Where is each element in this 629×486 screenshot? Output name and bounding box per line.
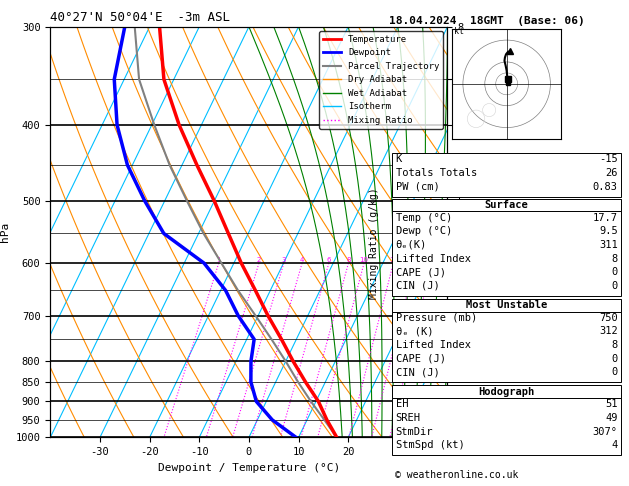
Text: CIN (J): CIN (J): [396, 367, 440, 377]
Text: CIN (J): CIN (J): [396, 281, 440, 291]
Text: K: K: [396, 155, 402, 164]
Text: 750: 750: [599, 313, 618, 323]
Text: 312: 312: [599, 327, 618, 336]
Text: 8: 8: [611, 340, 618, 350]
Text: -15: -15: [599, 155, 618, 164]
Text: CAPE (J): CAPE (J): [396, 354, 445, 364]
Text: 4: 4: [611, 440, 618, 450]
Text: 6: 6: [326, 257, 331, 263]
Text: 1LCL: 1LCL: [449, 397, 469, 406]
Text: 10: 10: [360, 257, 369, 263]
Text: SREH: SREH: [396, 413, 421, 423]
Y-axis label: hPa: hPa: [0, 222, 10, 242]
Text: 40°27'N 50°04'E  -3m ASL: 40°27'N 50°04'E -3m ASL: [50, 11, 230, 24]
Text: θₑ(K): θₑ(K): [396, 240, 427, 250]
Text: 20: 20: [410, 257, 420, 263]
Text: θₑ (K): θₑ (K): [396, 327, 433, 336]
Text: 8: 8: [346, 257, 351, 263]
Text: PW (cm): PW (cm): [396, 182, 440, 191]
Text: 15: 15: [389, 257, 398, 263]
Text: Lifted Index: Lifted Index: [396, 254, 470, 263]
Text: 2: 2: [257, 257, 261, 263]
Text: Temp (°C): Temp (°C): [396, 213, 452, 223]
Text: StmSpd (kt): StmSpd (kt): [396, 440, 464, 450]
Text: 49: 49: [605, 413, 618, 423]
Text: 51: 51: [605, 399, 618, 409]
Text: Totals Totals: Totals Totals: [396, 168, 477, 178]
Text: Dewp (°C): Dewp (°C): [396, 226, 452, 236]
Text: Pressure (mb): Pressure (mb): [396, 313, 477, 323]
X-axis label: Dewpoint / Temperature (°C): Dewpoint / Temperature (°C): [158, 463, 340, 473]
Text: © weatheronline.co.uk: © weatheronline.co.uk: [395, 469, 518, 480]
Text: CAPE (J): CAPE (J): [396, 267, 445, 277]
Text: 0: 0: [611, 367, 618, 377]
Text: 17.7: 17.7: [593, 213, 618, 223]
Text: 25: 25: [428, 257, 436, 263]
Text: 0: 0: [611, 267, 618, 277]
Text: 4: 4: [300, 257, 304, 263]
Text: 3: 3: [282, 257, 286, 263]
Text: kt: kt: [454, 27, 464, 35]
Text: 8: 8: [611, 254, 618, 263]
Text: Hodograph: Hodograph: [479, 387, 535, 397]
Text: Most Unstable: Most Unstable: [466, 300, 547, 310]
Text: 0: 0: [611, 281, 618, 291]
Text: EH: EH: [396, 399, 408, 409]
Text: 18.04.2024  18GMT  (Base: 06): 18.04.2024 18GMT (Base: 06): [389, 16, 584, 26]
Text: Mixing Ratio (g/kg): Mixing Ratio (g/kg): [369, 187, 379, 299]
Text: 26: 26: [605, 168, 618, 178]
Text: Surface: Surface: [485, 200, 528, 210]
Text: 0.83: 0.83: [593, 182, 618, 191]
Legend: Temperature, Dewpoint, Parcel Trajectory, Dry Adiabat, Wet Adiabat, Isotherm, Mi: Temperature, Dewpoint, Parcel Trajectory…: [319, 31, 443, 129]
Text: 311: 311: [599, 240, 618, 250]
Text: 0: 0: [611, 354, 618, 364]
Text: StmDir: StmDir: [396, 427, 433, 436]
Text: 9.5: 9.5: [599, 226, 618, 236]
Text: Lifted Index: Lifted Index: [396, 340, 470, 350]
Text: 307°: 307°: [593, 427, 618, 436]
Text: 1: 1: [216, 257, 221, 263]
